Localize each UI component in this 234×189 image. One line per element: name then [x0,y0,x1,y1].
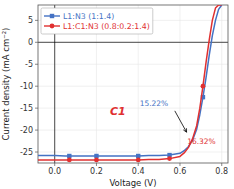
annotation: 15.22% [140,99,169,108]
annotation-arrow-head [183,128,186,132]
x-grid-line [221,5,222,163]
data-point [94,158,99,163]
legend-label: L1:N3 (1:1.4) [63,12,114,21]
x-tick-label: 0.8 [215,167,228,176]
y-tick [35,86,38,87]
legend: L1:N3 (1:1.4)L1:C1:N3 (0.8:0.2:1.4) [41,8,153,34]
background [0,0,234,189]
data-line [38,5,222,160]
x-tick [54,163,55,166]
x-tick [138,163,139,166]
x-tick [221,163,222,166]
y-tick-label: -20 [20,126,33,135]
x-tick [179,163,180,166]
y-tick [35,152,38,153]
y-grid-line [38,152,228,153]
data-point [201,84,206,89]
y-tick-label: -25 [20,148,33,157]
y-tick-label: -15 [20,104,33,113]
annotation-arrow [175,111,187,132]
zero-line-h [38,42,228,43]
y-tick-label: 0 [28,38,33,47]
annotation: C1 [110,105,126,118]
x-tick-label: 0.0 [48,167,61,176]
y-grid-line [38,42,228,43]
y-grid-line [38,86,228,87]
annotation: 16.32% [187,137,216,146]
data-point [136,154,140,158]
x-tick-label: 0.6 [174,167,187,176]
y-tick [35,42,38,43]
plot-frame [38,5,228,163]
x-tick-label: 0.4 [132,167,145,176]
data-point [136,158,141,163]
x-grid-line [179,5,180,163]
y-grid-line [38,130,228,131]
legend-marker [50,14,54,18]
y-tick [35,108,38,109]
y-tick [35,130,38,131]
y-grid-line [38,64,228,65]
y-tick [35,20,38,21]
y-tick-label: -10 [20,82,33,91]
x-axis-label: Voltage (V) [109,178,156,188]
data-area [38,5,222,162]
x-tick-label: 0.2 [90,167,103,176]
data-point [67,154,71,158]
legend-label: L1:C1:N3 (0.8:0.2:1.4) [63,22,150,31]
y-axis-label: Current density (mA cm⁻²) [1,28,11,141]
legend-marker [50,24,55,29]
grid [38,5,228,163]
y-tick [35,64,38,65]
data-point [67,158,72,163]
y-tick-label: 5 [28,16,33,25]
data-point [94,154,98,158]
data-point [167,156,172,161]
x-tick [96,163,97,166]
y-tick-label: -5 [25,60,33,69]
chart: 5 0 -5 -10 -15 -20 -25 0.0 0.2 0.4 0.6 0.8 Voltage (… [0,0,234,189]
legend-frame [41,8,153,34]
